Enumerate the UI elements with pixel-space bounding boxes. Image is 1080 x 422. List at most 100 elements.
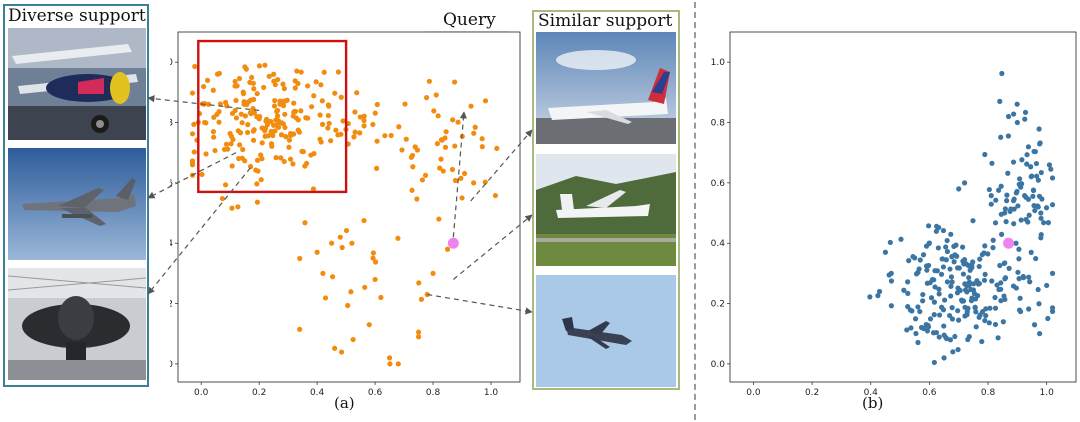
scatter-point	[1041, 220, 1047, 226]
scatter-point	[949, 316, 956, 322]
scatter-point	[300, 149, 306, 155]
scatter-point	[1011, 111, 1017, 117]
scatter-point	[311, 93, 317, 99]
scatter-point	[254, 91, 260, 97]
scatter-point	[430, 270, 436, 276]
scatter-point	[1005, 113, 1012, 120]
scatter-point	[339, 244, 345, 251]
scatter-point	[1030, 187, 1037, 194]
scatter-point	[395, 235, 401, 241]
scatter-point	[266, 73, 272, 79]
scatter-point	[357, 130, 363, 136]
scatter-point	[940, 227, 947, 234]
scatter-point	[933, 228, 939, 234]
scatter-point	[317, 112, 323, 118]
scatter-point	[361, 117, 367, 124]
scatter-point	[948, 293, 954, 299]
scatter-point	[262, 62, 268, 68]
scatter-point	[929, 277, 935, 283]
scatter-point	[941, 323, 947, 329]
y-tick-label: 1.0	[711, 58, 726, 68]
scatter-point	[963, 261, 969, 267]
scatter-point	[959, 244, 966, 250]
scatter-point	[275, 76, 281, 83]
scatter-point	[981, 277, 988, 283]
scatter-point	[987, 305, 993, 311]
scatter-point	[972, 305, 978, 311]
scatter-point	[949, 305, 955, 311]
arrow-to-hangar	[147, 167, 251, 295]
scatter-point	[976, 314, 982, 320]
scatter-point	[403, 136, 409, 142]
scatter-point	[1044, 282, 1050, 289]
scatter-point	[482, 98, 489, 104]
scatter-point	[920, 298, 926, 304]
scatter-point	[370, 255, 376, 261]
scatter-point	[1028, 164, 1034, 170]
scatter-point	[1022, 109, 1029, 115]
y-tick-label: 1.0	[170, 58, 173, 68]
scatter-point	[937, 312, 943, 318]
scatter-point	[1048, 166, 1054, 172]
scatter-point	[449, 166, 456, 173]
scatter-point	[904, 327, 910, 333]
similar-support-heading: Similar support	[538, 11, 673, 31]
scatter-point	[932, 284, 938, 290]
scatter-point	[325, 112, 331, 119]
scatter-point	[437, 165, 443, 171]
scatter-point	[210, 87, 216, 93]
scatter-point	[242, 113, 249, 119]
scatter-point	[333, 127, 339, 133]
y-tick-label: 0.8	[170, 119, 173, 129]
scatter-point	[264, 121, 271, 128]
scatter-point	[876, 288, 883, 295]
x-tick-label: 1.0	[1040, 388, 1055, 396]
scatter-point	[291, 108, 297, 115]
scatter-point	[272, 97, 278, 104]
scatter-point	[1032, 207, 1038, 214]
scatter-point	[230, 136, 236, 143]
scatter-point	[374, 101, 380, 108]
scatter-point	[284, 97, 290, 103]
scatter-point	[1015, 269, 1021, 275]
scatter-point	[1003, 219, 1009, 225]
scatter-point	[233, 97, 239, 104]
scatter-point	[936, 334, 942, 340]
scatter-point	[1006, 265, 1012, 271]
scatter-point	[237, 130, 244, 136]
scatter-point	[204, 77, 211, 83]
scatter-point	[337, 234, 343, 240]
scatter-point	[1014, 119, 1020, 126]
scatter-point	[936, 286, 942, 292]
scatter-point	[229, 110, 236, 117]
scatter-point	[219, 195, 226, 202]
scatter-point	[286, 144, 292, 150]
scatter-point	[237, 142, 243, 148]
scatter-point	[309, 104, 315, 110]
scatter-point	[983, 313, 989, 319]
scatter-point	[249, 74, 255, 81]
scatter-point	[940, 264, 947, 270]
scatter-point	[901, 287, 907, 293]
scatter-point	[320, 270, 326, 276]
scatter-point	[418, 296, 425, 302]
scatter-point	[471, 180, 477, 186]
scatter-point	[909, 308, 915, 314]
scatter-point	[1013, 190, 1019, 196]
scatter-point	[968, 298, 975, 304]
scatter-point	[225, 146, 231, 152]
x-tick-label: 0.4	[310, 388, 325, 396]
scatter-point	[946, 312, 953, 319]
scatter-point	[322, 295, 329, 301]
scatter-point	[970, 281, 977, 287]
scatter-point	[423, 95, 430, 101]
scatter-point	[1031, 203, 1037, 209]
scatter-point	[962, 304, 968, 310]
scatter-point	[1027, 279, 1033, 285]
scatter-point	[1010, 159, 1017, 165]
scatter-point	[980, 309, 986, 315]
y-tick-label: 0.2	[170, 300, 173, 310]
similar-support-box	[532, 10, 680, 390]
scatter-point	[995, 335, 1001, 341]
scatter-point	[452, 143, 458, 149]
